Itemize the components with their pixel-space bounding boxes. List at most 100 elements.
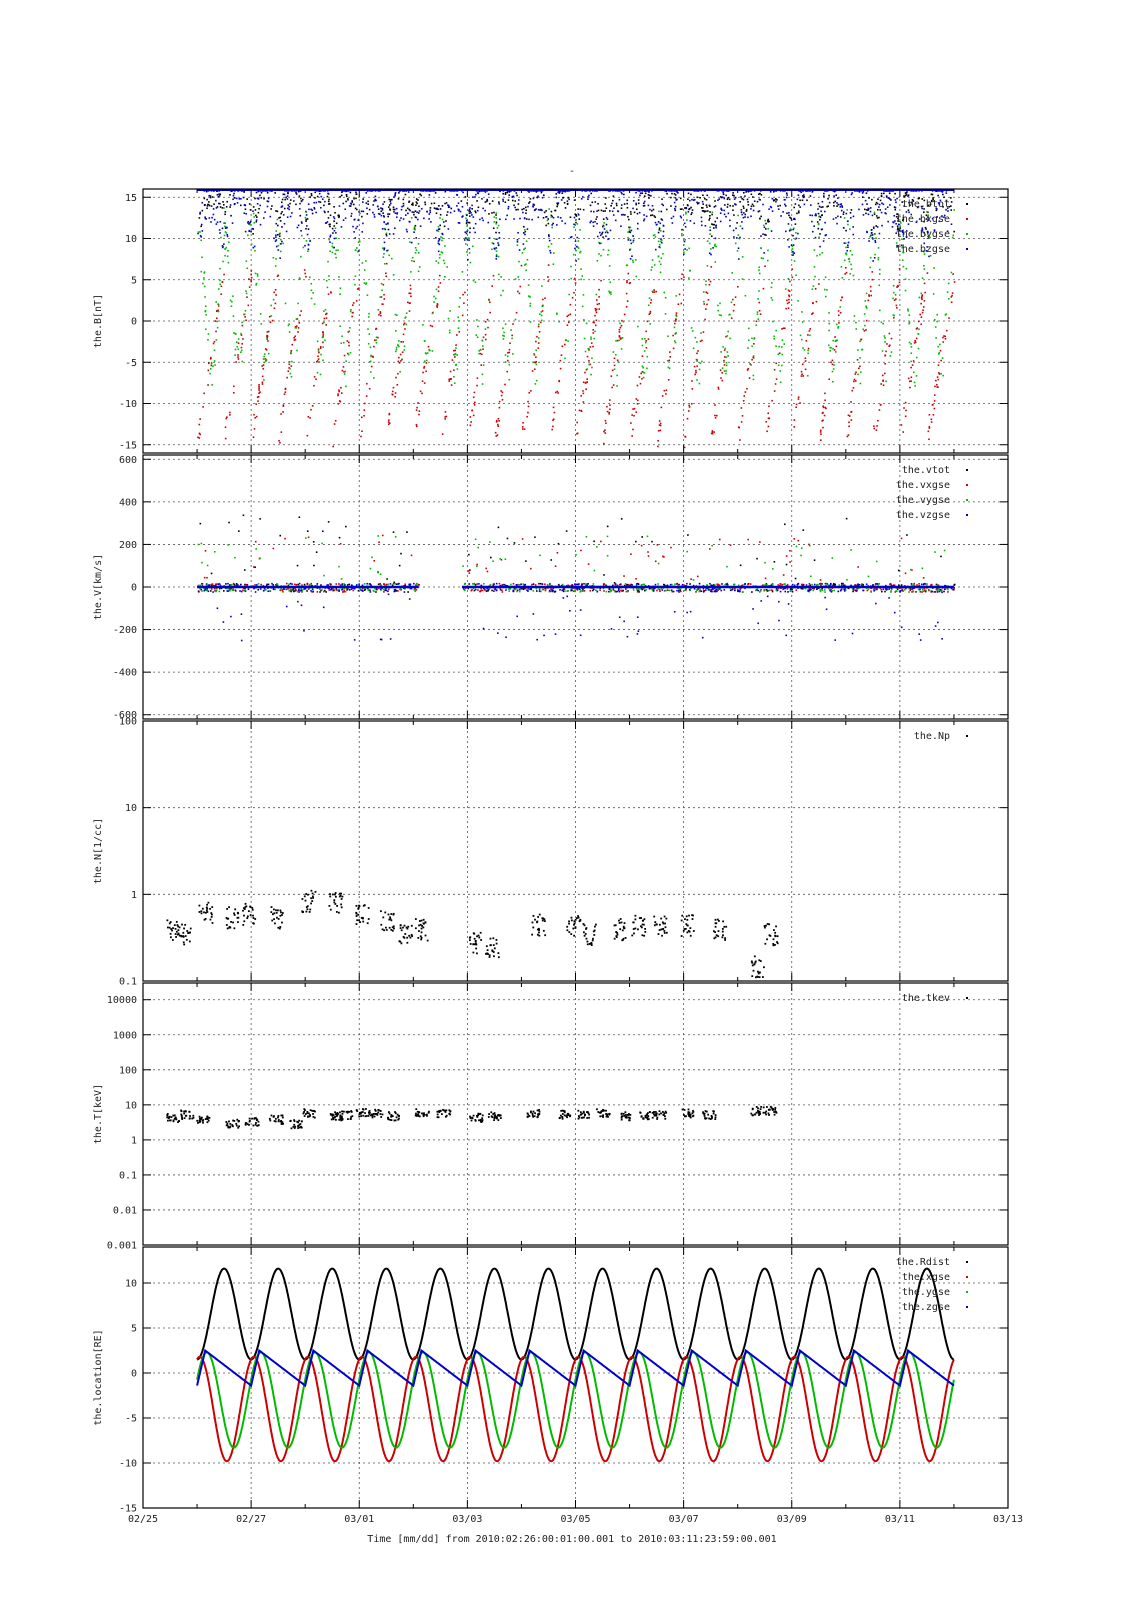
data-point xyxy=(605,216,608,219)
data-point xyxy=(653,291,656,293)
data-point xyxy=(778,345,781,348)
data-point xyxy=(827,344,830,347)
data-point xyxy=(437,208,440,211)
data-point xyxy=(668,359,671,362)
data-point xyxy=(395,207,398,210)
data-point xyxy=(549,590,552,593)
data-point xyxy=(508,351,510,354)
data-point xyxy=(409,209,411,212)
data-point xyxy=(657,221,660,223)
data-point xyxy=(705,210,707,213)
data-point xyxy=(645,588,647,591)
data-point xyxy=(806,199,808,202)
data-point xyxy=(307,536,310,539)
data-point xyxy=(717,309,720,312)
data-point xyxy=(300,221,303,223)
data-point xyxy=(204,203,206,206)
data-point xyxy=(404,328,406,330)
data-point xyxy=(797,232,799,235)
data-point xyxy=(618,588,620,590)
data-point xyxy=(230,305,233,307)
data-point xyxy=(549,249,551,252)
data-point xyxy=(213,550,216,553)
data-point xyxy=(715,245,718,248)
data-point xyxy=(282,193,285,196)
data-point xyxy=(727,196,729,199)
data-point xyxy=(781,353,784,356)
data-point xyxy=(872,260,874,262)
data-point xyxy=(463,239,466,241)
data-point xyxy=(295,203,297,206)
data-point xyxy=(533,352,535,355)
data-point xyxy=(594,314,596,317)
data-point xyxy=(870,234,872,237)
data-point xyxy=(643,202,645,205)
data-point xyxy=(252,246,255,249)
data-point xyxy=(800,547,803,549)
data-point xyxy=(671,222,674,224)
data-point xyxy=(632,408,634,410)
data-point xyxy=(240,351,242,354)
data-point xyxy=(871,198,873,201)
data-point xyxy=(940,359,942,362)
data-point xyxy=(552,252,555,254)
data-point xyxy=(527,284,530,286)
data-point xyxy=(309,417,311,419)
data-point xyxy=(380,584,382,587)
data-point xyxy=(889,204,891,206)
data-point xyxy=(557,542,560,545)
data-point xyxy=(835,194,838,196)
data-point xyxy=(865,212,867,215)
data-point xyxy=(409,292,412,295)
data-point xyxy=(708,252,711,255)
data-point xyxy=(370,354,372,357)
data-point xyxy=(757,318,760,320)
data-point xyxy=(350,215,353,217)
data-point xyxy=(742,198,745,201)
data-point xyxy=(844,266,847,269)
data-point xyxy=(527,205,529,208)
data-point xyxy=(496,227,499,229)
data-point xyxy=(534,584,537,586)
data-point xyxy=(424,203,427,206)
data-point xyxy=(821,587,823,590)
data-point xyxy=(333,588,335,591)
data-point xyxy=(653,215,656,217)
data-point xyxy=(885,380,887,383)
data-point xyxy=(487,221,490,224)
data-point xyxy=(290,349,293,352)
data-point xyxy=(888,332,891,335)
data-point xyxy=(914,385,916,387)
data-point xyxy=(921,567,924,570)
data-point xyxy=(900,424,903,426)
data-point xyxy=(293,339,296,341)
data-point xyxy=(386,249,388,252)
data-point xyxy=(494,431,497,434)
data-point xyxy=(913,582,915,585)
data-point xyxy=(674,194,677,196)
data-point xyxy=(333,237,336,240)
data-point xyxy=(671,192,673,195)
data-point xyxy=(284,537,286,540)
data-point xyxy=(369,371,372,373)
data-point xyxy=(465,237,468,240)
data-point xyxy=(667,335,669,338)
data-point xyxy=(758,193,760,195)
data-point xyxy=(923,208,925,210)
data-point xyxy=(417,212,420,214)
data-point xyxy=(495,214,497,216)
data-point xyxy=(241,343,244,345)
data-point xyxy=(713,583,716,586)
data-point xyxy=(290,351,292,354)
data-point xyxy=(295,193,298,195)
data-point xyxy=(405,323,408,326)
data-point xyxy=(886,206,889,209)
data-point xyxy=(248,203,251,205)
data-point xyxy=(214,589,216,592)
data-point xyxy=(790,217,792,220)
data-point xyxy=(655,223,658,226)
data-point xyxy=(395,346,398,349)
data-point xyxy=(203,271,206,273)
data-point xyxy=(623,575,625,577)
data-point xyxy=(829,346,831,349)
